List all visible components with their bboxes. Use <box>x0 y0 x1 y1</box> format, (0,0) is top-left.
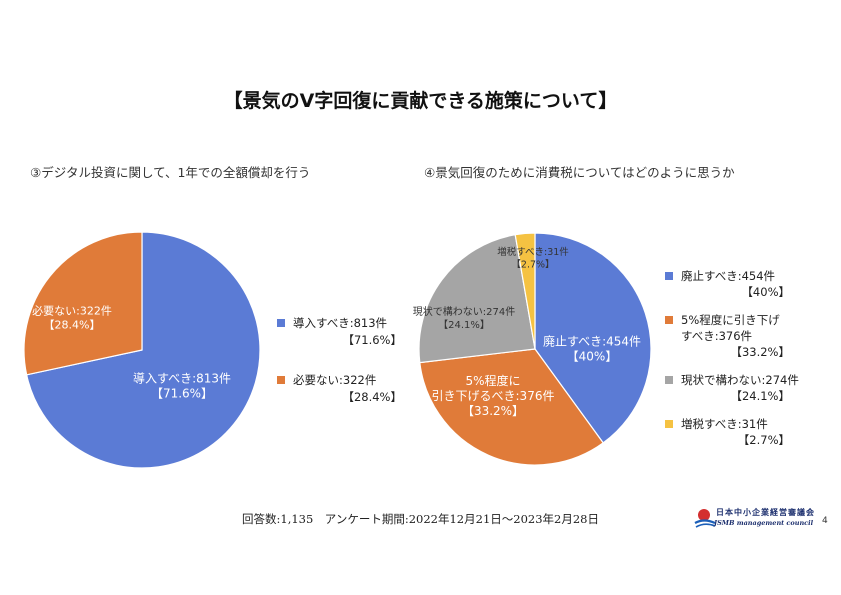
legend-label-2-3: 【24.1%】 <box>730 389 790 403</box>
pie-slice-2-4 <box>514 232 536 350</box>
pie-slice-1-1 <box>25 231 261 469</box>
council-logo: 日本中小企業経営審議会 JSMB management council <box>694 506 820 532</box>
legend-label-2-3: 現状で構わない:274件 <box>681 373 799 387</box>
slice-label-1-1: 【71.6%】 <box>151 387 213 401</box>
legend-label-2-4: 【2.7%】 <box>738 433 790 447</box>
page-number: 4 <box>822 516 828 526</box>
slice-label-2-4: 【2.7%】 <box>511 259 554 270</box>
slice-label-2-2: 5%程度に <box>465 373 520 388</box>
survey-footer: 回答数:1,135 アンケート期間:2022年12月21日～2023年2月28日 <box>242 512 599 526</box>
sunrise-logo-icon <box>694 509 716 528</box>
legend-label-1-1: 導入すべき:813件 <box>293 316 387 330</box>
legend-label-2-2: 5%程度に引き下げ <box>681 313 780 327</box>
slice-label-2-1: 【40%】 <box>567 350 618 364</box>
page-title: 【景気のV字回復に貢献できる施策について】 <box>223 90 618 112</box>
chart2-title: ④景気回復のために消費税についてはどのように思うか <box>424 165 735 180</box>
pie-chart-2 <box>418 232 652 466</box>
slice-label-1-1: 導入すべき:813件 <box>133 372 231 386</box>
legend-label-1-2: 【28.4%】 <box>342 390 402 404</box>
legend-label-1-2: 必要ない:322件 <box>293 373 376 387</box>
legend-label-1-1: 【71.6%】 <box>342 333 402 347</box>
legend-swatch-2-2 <box>665 316 673 324</box>
legend-label-2-2: 【33.2%】 <box>730 345 790 359</box>
legend-swatch-1-2 <box>277 376 285 384</box>
pie-slice-2-1 <box>534 232 652 444</box>
slice-label-1-2: 【28.4%】 <box>44 319 101 332</box>
legend-swatch-2-4 <box>665 420 673 428</box>
slice-label-2-3: 現状で構わない:274件 <box>413 305 515 318</box>
pie-slice-2-3 <box>418 234 536 364</box>
legend-swatch-2-3 <box>665 376 673 384</box>
legend-swatch-2-1 <box>665 272 673 280</box>
slice-label-2-2: 引き下げるべき:376件 <box>432 389 555 403</box>
chart1-title: ③デジタル投資に関して、1年での全額償却を行う <box>30 165 311 180</box>
pie-chart-1 <box>23 231 261 469</box>
slice-label-2-1: 廃止すべき:454件 <box>543 334 641 349</box>
pie-slice-2-2 <box>419 348 605 466</box>
legend-label-2-2: すべき:376件 <box>681 329 752 343</box>
slice-label-1-2: 必要ない:322件 <box>32 305 112 318</box>
legend-swatch-1-1 <box>277 319 285 327</box>
legend-label-2-1: 【40%】 <box>741 285 790 299</box>
legend-label-2-4: 増税すべき:31件 <box>681 417 768 431</box>
logo-name: 日本中小企業経営審議会 <box>716 508 815 517</box>
slice-label-2-4: 増税すべき:31件 <box>497 246 569 258</box>
legend-label-2-1: 廃止すべき:454件 <box>681 269 775 283</box>
pie-slice-1-2 <box>23 231 143 376</box>
slice-label-2-3: 【24.1%】 <box>438 319 490 331</box>
slice-label-2-2: 【33.2%】 <box>462 404 524 418</box>
logo-sub: JSMB management council <box>714 519 814 527</box>
